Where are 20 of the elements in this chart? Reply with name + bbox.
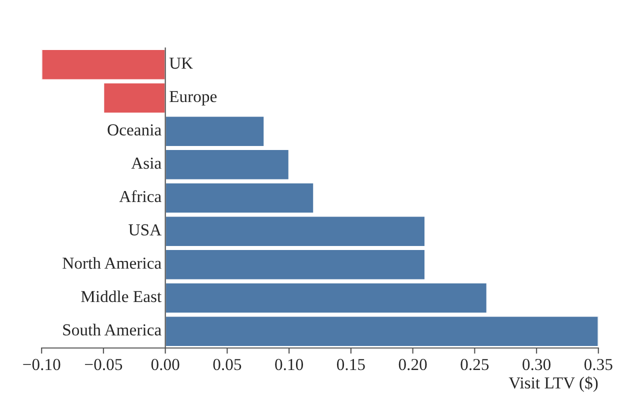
- y-tick-label: Europe: [170, 91, 217, 106]
- y-tick-label: USA: [128, 224, 162, 236]
- y-tick-label: Africa: [119, 190, 162, 202]
- x-tick-label: 0.20: [398, 358, 427, 370]
- x-tick-label: 0.00: [151, 358, 180, 370]
- x-tick-label: 0.10: [275, 358, 304, 370]
- y-tick-label: North America: [62, 257, 162, 269]
- x-tick-label: 0.05: [213, 358, 242, 370]
- x-tick-label: −0.05: [85, 358, 122, 370]
- x-tick-label: 0.35: [584, 358, 612, 370]
- x-tick-label: 0.30: [522, 358, 550, 370]
- y-tick-label: UK: [169, 58, 193, 69]
- x-tick-label: −0.10: [23, 358, 60, 370]
- y-tick-label: Oceania: [108, 124, 162, 136]
- x-tick-label: 0.15: [336, 358, 365, 370]
- x-axis-title: Visit LTV ($): [508, 376, 598, 392]
- y-tick-label: Middle East: [81, 290, 162, 302]
- x-tick-label: 0.25: [460, 358, 489, 370]
- y-tick-label: South America: [63, 324, 162, 336]
- y-tick-label: Asia: [131, 158, 162, 169]
